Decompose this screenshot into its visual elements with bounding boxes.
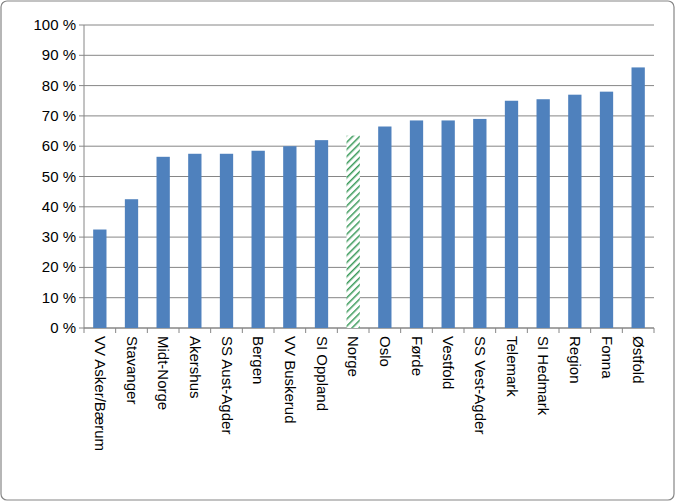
y-tick-label: 100 % <box>33 16 76 33</box>
x-tick <box>559 328 560 333</box>
bar <box>537 99 550 328</box>
bar <box>252 151 265 328</box>
y-tick <box>79 176 84 177</box>
x-tick <box>115 328 116 333</box>
x-tick <box>337 328 338 333</box>
bars <box>93 67 645 328</box>
x-tick <box>305 328 306 333</box>
y-tick-label: 60 % <box>42 137 76 154</box>
bar <box>283 146 296 328</box>
x-tick <box>400 328 401 333</box>
y-tick <box>79 206 84 207</box>
x-tick <box>369 328 370 333</box>
y-tick <box>79 297 84 298</box>
y-tick-label: 40 % <box>42 198 76 215</box>
x-tick-label: Norge <box>345 336 362 377</box>
x-tick <box>654 328 655 333</box>
y-tick-label: 20 % <box>42 258 76 275</box>
y-tick <box>79 267 84 268</box>
y-tick-label: 70 % <box>42 107 76 124</box>
grid-line <box>84 25 654 26</box>
bar <box>93 230 106 328</box>
x-tick <box>464 328 465 333</box>
bar <box>315 140 328 328</box>
bar <box>347 136 360 328</box>
x-tick-label: Akershus <box>187 336 204 399</box>
y-tick-label: 30 % <box>42 228 76 245</box>
bar <box>600 92 613 328</box>
bar <box>568 95 581 328</box>
y-tick-label: 90 % <box>42 46 76 63</box>
x-tick-label: Førde <box>409 336 426 376</box>
x-tick <box>242 328 243 333</box>
x-tick <box>210 328 211 333</box>
y-tick-label: 50 % <box>42 168 76 185</box>
x-tick <box>179 328 180 333</box>
bar <box>378 127 391 328</box>
x-tick-label: Oslo <box>377 336 394 367</box>
bar <box>632 67 645 328</box>
y-tick <box>79 85 84 86</box>
x-tick-label: Telemark <box>504 336 521 397</box>
x-tick-label: SI Hedmark <box>535 336 552 416</box>
chart-frame <box>1 1 674 500</box>
chart: 0 % 10 % 20 % 30 % 40 % 50 % 60 % 70 % 80 % 90 % 1… <box>0 0 676 502</box>
x-tick-label: Fonna <box>599 336 616 379</box>
x-tick <box>622 328 623 333</box>
x-tick-label: SI Oppland <box>314 336 331 411</box>
x-tick <box>84 328 85 333</box>
bar <box>505 101 518 328</box>
y-tick-label: 10 % <box>42 289 76 306</box>
y-tick <box>79 146 84 147</box>
x-tick-label: Bergen <box>250 336 267 384</box>
x-tick-label: Østfold <box>630 336 647 384</box>
bar <box>220 154 233 328</box>
bar <box>188 154 201 328</box>
grid-line <box>84 85 654 86</box>
bar <box>410 120 423 328</box>
x-tick-label: SS Aust-Agder <box>219 336 236 434</box>
x-tick-label: Vestfold <box>440 336 457 389</box>
y-axis <box>84 25 85 328</box>
y-tick <box>79 115 84 116</box>
x-tick-label: SS Vest-Agder <box>472 336 489 434</box>
x-tick <box>274 328 275 333</box>
x-tick <box>147 328 148 333</box>
x-tick-label: VV Asker/Bærum <box>92 336 109 451</box>
bar <box>157 157 170 328</box>
y-tick <box>79 237 84 238</box>
x-tick-label: VV Buskerud <box>282 336 299 424</box>
y-tick <box>79 328 84 329</box>
x-tick-label: Stavanger <box>124 336 141 404</box>
bar <box>442 120 455 328</box>
y-tick-label: 80 % <box>42 77 76 94</box>
x-tick-label: Midt-Norge <box>155 336 172 410</box>
grid-line <box>84 55 654 56</box>
bar <box>473 119 486 328</box>
y-tick <box>79 25 84 26</box>
x-tick <box>495 328 496 333</box>
x-tick <box>432 328 433 333</box>
x-tick <box>527 328 528 333</box>
bar <box>125 199 138 328</box>
x-tick-label: Region <box>567 336 584 384</box>
y-tick <box>79 55 84 56</box>
x-tick <box>590 328 591 333</box>
y-tick-label: 0 % <box>50 319 76 336</box>
